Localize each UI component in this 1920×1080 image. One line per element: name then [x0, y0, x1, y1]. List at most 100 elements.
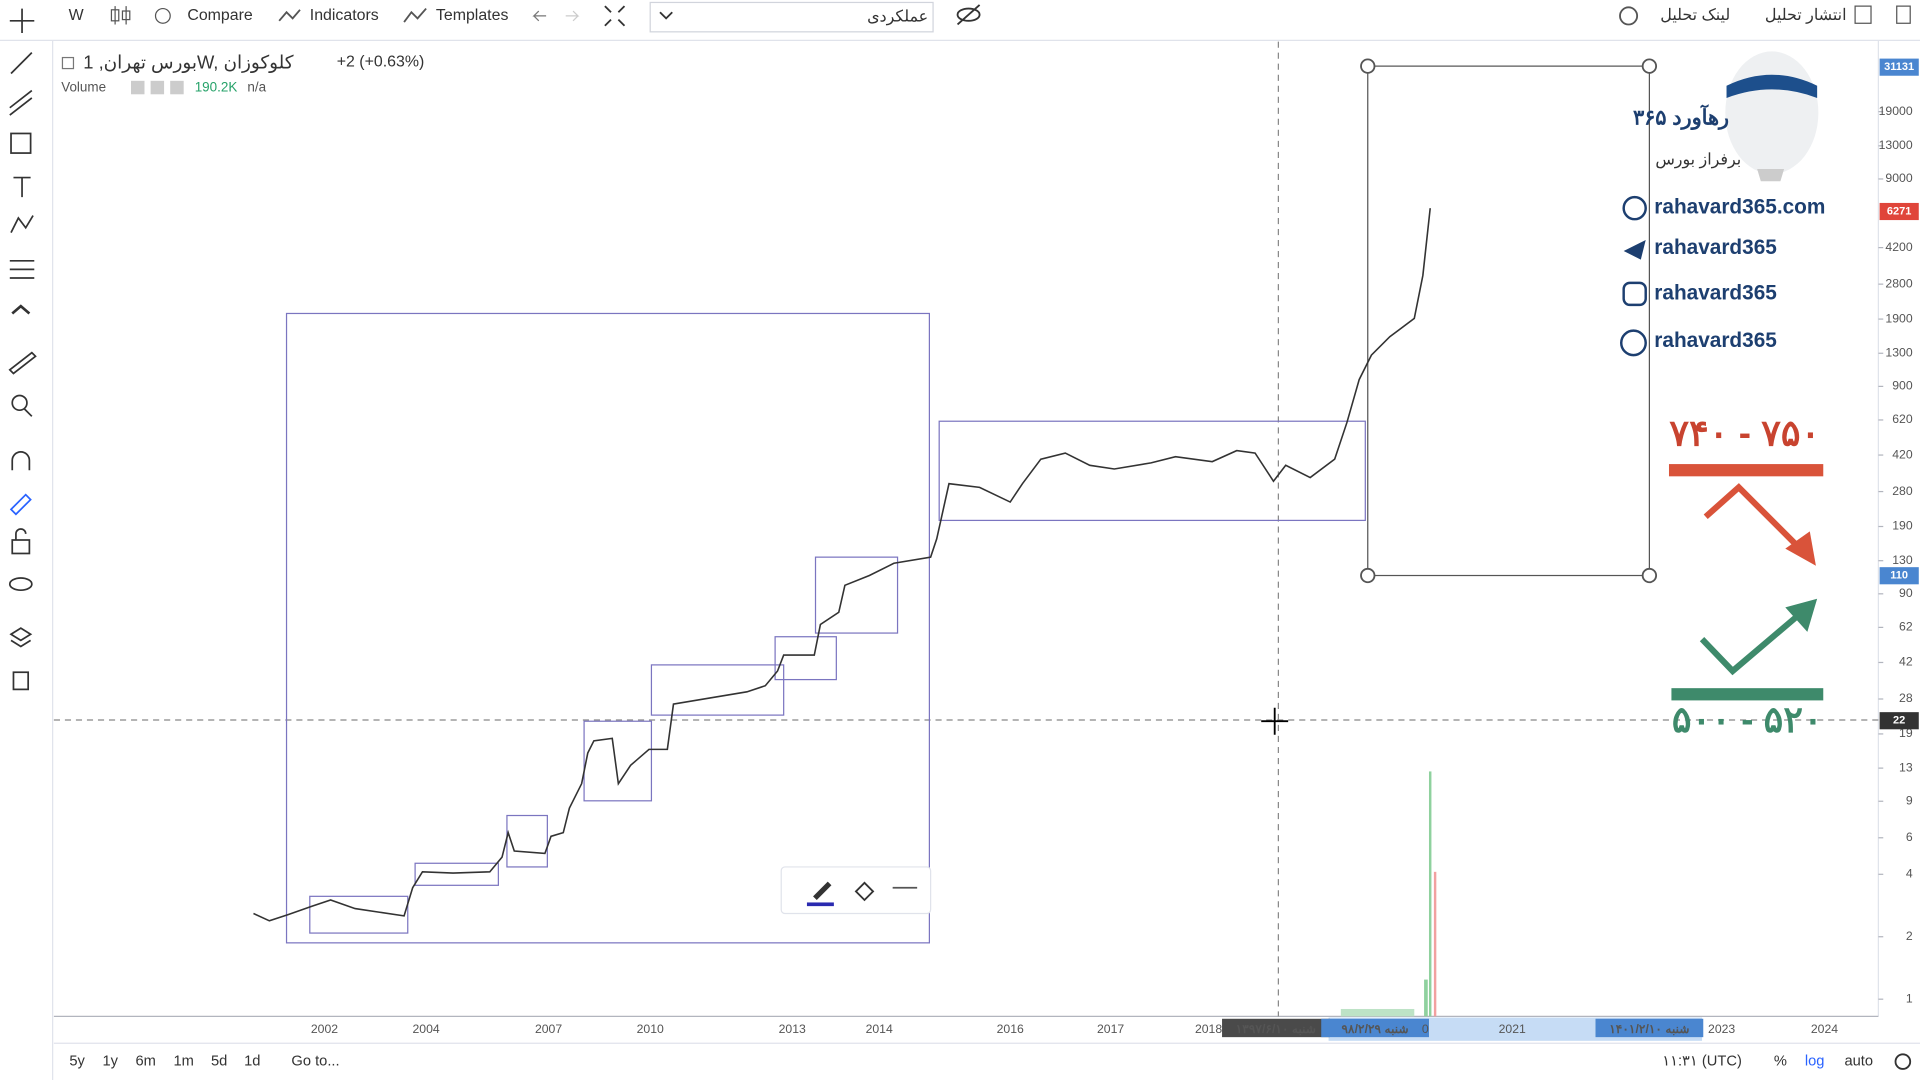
time-label: 2010	[637, 1022, 664, 1036]
publish-icon[interactable]	[1854, 5, 1872, 24]
time-label: شنبه ۹۸/۲/۲۹	[1341, 1022, 1408, 1036]
up-arrowhead	[1785, 598, 1818, 632]
time-label: شنبه ۱۴۰۱/۲/۱۰	[1609, 1022, 1689, 1036]
rectangle-drawings[interactable]	[285, 312, 1366, 944]
price-badge	[1879, 712, 1919, 730]
price-tick-label: 280	[1892, 484, 1913, 498]
hide-button[interactable]	[956, 4, 981, 26]
selected-rectangle[interactable]	[1360, 58, 1658, 584]
settings-button[interactable]	[1619, 6, 1639, 26]
time-axis: 2002 2004 2007 2010 2013 2014 2016 2017 2018 شنبه…	[311, 1018, 1838, 1038]
layout-name: عملکردی	[867, 8, 928, 25]
support-bar	[1671, 688, 1824, 701]
price-badge	[1879, 567, 1919, 585]
volume-bars	[1340, 771, 1437, 1017]
share-link-button[interactable]: لینک تحلیل	[1660, 7, 1730, 24]
chart-type-icon[interactable]	[110, 6, 131, 25]
web-icon	[1622, 195, 1647, 221]
support-label: ۵۰۰ - ۵۲۰	[1672, 699, 1823, 740]
price-tick-label: 6	[1906, 830, 1913, 844]
delete-button[interactable]	[1896, 5, 1911, 24]
time-label: 2017	[1097, 1022, 1124, 1036]
indicators-button[interactable]: Indicators	[310, 7, 379, 24]
volume-label: Volume	[61, 80, 106, 95]
price-tick-label: 130	[1892, 553, 1913, 567]
instagram: rahavard365	[1654, 281, 1777, 304]
log-button[interactable]: log	[1805, 1054, 1825, 1070]
price-tick-label: 13	[1899, 760, 1913, 774]
price-tick-label: 1	[1906, 991, 1913, 1005]
telegram-icon	[1623, 240, 1646, 260]
price-tick-label: 19	[1899, 726, 1913, 740]
price-tick-label: 2800	[1885, 276, 1912, 290]
publish-button[interactable]: انتشار تحلیل	[1765, 7, 1847, 24]
price-tick-label: 42	[1899, 655, 1913, 669]
time-label: 2014	[866, 1022, 893, 1036]
time-badge	[1595, 1018, 1704, 1038]
goto-button[interactable]: Go to...	[291, 1054, 339, 1070]
logo-balloon	[1725, 51, 1819, 182]
price-badge-label: 6271	[1887, 205, 1912, 217]
range-button[interactable]: 5y	[69, 1054, 85, 1070]
price-tick-label: 90	[1899, 586, 1913, 600]
time-label: 2002	[311, 1022, 338, 1036]
time-label: 2007	[535, 1022, 562, 1036]
templates-icon[interactable]	[403, 7, 427, 23]
drawing-tools[interactable]	[8, 8, 37, 691]
up-arrow	[1699, 613, 1800, 676]
compare-icon[interactable]	[154, 7, 171, 24]
price-tick-label: 420	[1892, 447, 1913, 461]
time-label: 2023	[1708, 1022, 1735, 1036]
collapse-legend[interactable]	[61, 56, 75, 70]
redo-button[interactable]	[565, 10, 580, 22]
range-button[interactable]: 1y	[102, 1054, 118, 1070]
interval-button[interactable]: W	[69, 7, 84, 24]
range-button[interactable]: 1m	[173, 1054, 193, 1070]
layout-select[interactable]	[649, 1, 934, 33]
time-label: 2021	[1499, 1022, 1526, 1036]
volume-buttons[interactable]	[131, 80, 184, 95]
price-badge-label: 110	[1890, 570, 1908, 582]
cursor	[1261, 707, 1289, 735]
slogan: برفراز بورس	[1655, 152, 1741, 169]
time-label: 2004	[413, 1022, 440, 1036]
price-tick-label: 190	[1892, 519, 1913, 533]
time-label: 2013	[779, 1022, 806, 1036]
time-label: 2016	[997, 1022, 1024, 1036]
fullscreen-button[interactable]	[604, 5, 626, 27]
time-badge	[1222, 1018, 1330, 1038]
price-badge-label: 22	[1893, 715, 1905, 727]
undo-button[interactable]	[532, 10, 547, 22]
price-tick-label: 1300	[1885, 345, 1912, 359]
layout-arrow[interactable]	[659, 11, 673, 20]
price-tick-label: 4	[1906, 867, 1913, 881]
down-arrow	[1703, 483, 1803, 551]
templates-button[interactable]: Templates	[436, 7, 509, 24]
price-tick-label: 9	[1906, 793, 1913, 807]
price-series	[253, 208, 1431, 922]
price-tick-label: 900	[1892, 379, 1913, 393]
range-button[interactable]: 6m	[136, 1054, 156, 1070]
top-toolbar	[0, 0, 1920, 41]
aparat-icon	[1620, 329, 1647, 357]
compare-button[interactable]: Compare	[187, 7, 253, 24]
price-tick-label: 620	[1892, 412, 1913, 426]
price-axis: 19000 13000 9000 4200 2800 1900 1300 900 620 420 2…	[1878, 58, 1919, 1005]
percent-button[interactable]: %	[1774, 1054, 1787, 1070]
website: rahavard365.com	[1654, 196, 1825, 219]
range-button[interactable]: 5d	[211, 1054, 227, 1070]
time-label: 2024	[1811, 1022, 1838, 1036]
price-tick-label: 2	[1906, 929, 1913, 943]
price-tick-label: 62	[1899, 620, 1913, 634]
chart-settings[interactable]	[1894, 1053, 1912, 1070]
time-label: 0	[1422, 1022, 1429, 1036]
indicators-icon[interactable]	[278, 9, 301, 22]
price-badge	[1879, 202, 1919, 221]
floating-toolbar[interactable]	[780, 866, 932, 915]
auto-button[interactable]: auto	[1844, 1054, 1873, 1070]
range-button[interactable]: 1d	[244, 1054, 260, 1070]
price-tick-label: 13000	[1879, 138, 1913, 152]
price-badge-label: 31131	[1884, 61, 1914, 73]
